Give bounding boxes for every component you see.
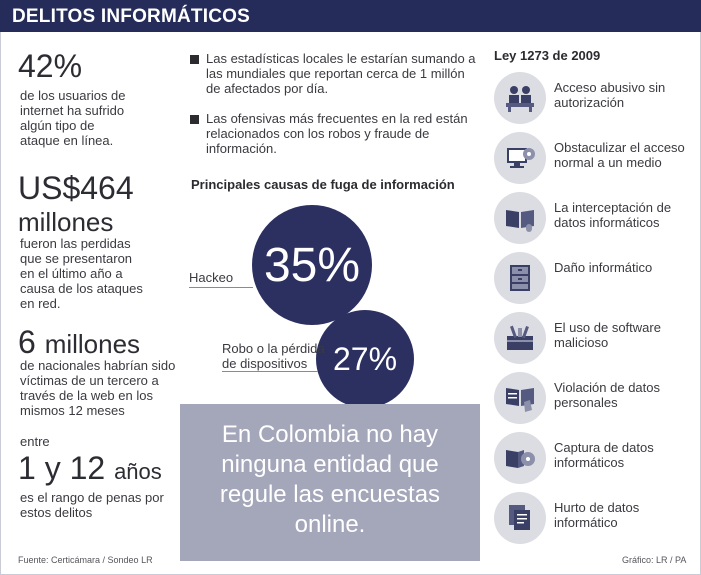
- stat-464-unit: millones: [18, 207, 114, 237]
- law-item-label: El uso de software malicioso: [554, 320, 661, 350]
- robo-underline: [222, 371, 318, 372]
- computer-disc-icon: [494, 132, 546, 184]
- hackeo-circle: 35%: [252, 205, 372, 325]
- stat-464-value: US$464: [18, 170, 134, 206]
- law-item-label: Daño informático: [554, 260, 653, 275]
- people-at-desk-icon: [494, 72, 546, 124]
- law-item: Obstaculizar el acceso normal a un medio: [494, 132, 694, 184]
- bullet-square: [190, 115, 199, 124]
- documents-icon: [494, 492, 546, 544]
- header-bar: DELITOS INFORMÁTICOS: [0, 0, 701, 32]
- hackeo-label: Hackeo: [189, 270, 234, 285]
- law-item-label: Violación de datos personales: [554, 380, 661, 410]
- hackeo-underline: [189, 287, 253, 288]
- bullet-text-1: Las estadísticas locales le estarían sum…: [206, 51, 476, 96]
- law-item: La interceptación de datos informáticos: [494, 192, 694, 244]
- book-disc-icon: [494, 432, 546, 484]
- stat-entre-label: entre: [20, 434, 50, 449]
- page-title: DELITOS INFORMÁTICOS: [12, 6, 250, 27]
- causes-title: Principales causas de fuga de informació…: [191, 177, 455, 192]
- cabinet-icon: [494, 252, 546, 304]
- open-book-mouse-icon: [494, 192, 546, 244]
- law-title: Ley 1273 de 2009: [494, 48, 601, 63]
- note-box: [180, 404, 480, 561]
- robo-label: Robo o la pérdida de dispositivos: [222, 341, 325, 371]
- stat-6-millones: 6 millones: [18, 324, 141, 360]
- law-item: Captura de datos informáticos: [494, 432, 694, 484]
- law-item: El uso de software malicioso: [494, 312, 694, 364]
- law-item: Violación de datos personales: [494, 372, 694, 424]
- stat-464-desc: fueron las perdidas que se presentaron e…: [20, 236, 143, 311]
- robo-value: 27%: [332, 340, 398, 377]
- stat-42-desc: de los usuarios de internet ha sufrido a…: [20, 88, 126, 148]
- stat-anos-desc: es el rango de penas por estos delitos: [20, 490, 164, 520]
- robo-circle: 27%: [316, 310, 414, 408]
- book-hand-icon: [494, 372, 546, 424]
- bullet-text-2: Las ofensivas más frecuentes en la red e…: [206, 111, 468, 156]
- law-item-label: Hurto de datos informático: [554, 500, 640, 530]
- law-item-label: Obstaculizar el acceso normal a un medio: [554, 140, 685, 170]
- bullet-square: [190, 55, 199, 64]
- stat-anos: 1 y 12 años: [18, 450, 162, 486]
- law-item: Daño informático: [494, 252, 694, 304]
- law-item-label: La interceptación de datos informáticos: [554, 200, 672, 230]
- source-credit: Fuente: Certicámara / Sondeo LR: [18, 555, 153, 565]
- law-item-label: Acceso abusivo sin autorización: [554, 80, 666, 110]
- law-item-label: Captura de datos informáticos: [554, 440, 654, 470]
- law-item: Acceso abusivo sin autorización: [494, 72, 694, 124]
- law-item: Hurto de datos informático: [494, 492, 694, 544]
- stat-42-percent: 42%: [18, 48, 83, 84]
- graphic-credit: Gráfico: LR / PA: [622, 555, 687, 565]
- note-text: En Colombia no hay ninguna entidad que r…: [219, 421, 441, 538]
- stat-6-desc: de nacionales habrían sido víctimas de u…: [20, 358, 176, 418]
- toolbox-icon: [494, 312, 546, 364]
- hackeo-value: 35%: [263, 238, 361, 292]
